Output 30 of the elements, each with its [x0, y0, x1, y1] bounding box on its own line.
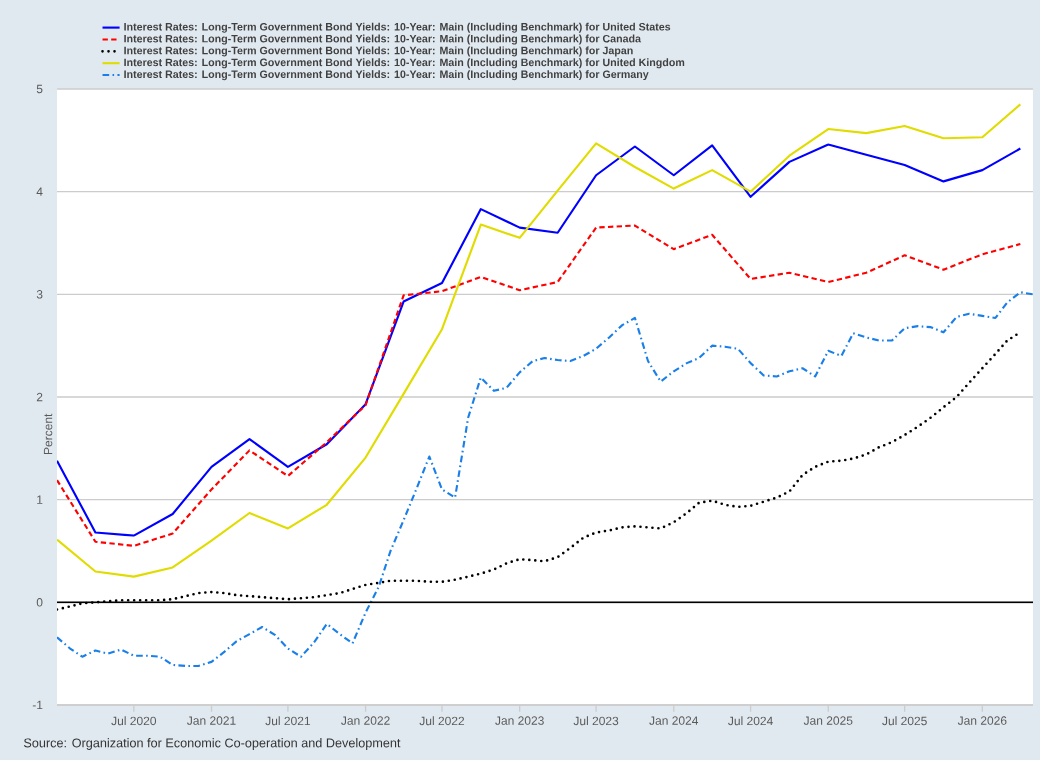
line-series [57, 224, 1022, 547]
legend-label: Interest Rates: Long-Term Government Bond Yields: 10-Year: Main (Including Benchmark) for United States [124, 22, 671, 33]
legend-label: Interest Rates: Long-Term Government Bond Yields: 10-Year: Main (Including Benchmark) for United Kingdom [124, 58, 685, 69]
x-tick-label: Jul 2023 [573, 716, 619, 726]
x-tick-label: Jan 2024 [649, 716, 699, 725]
y-tick-label: 4 [36, 187, 43, 196]
x-tick-label: Jan 2026 [957, 716, 1007, 725]
x-tick-label: Jul 2024 [728, 716, 773, 726]
x-tick-label: Jul 2022 [419, 716, 465, 726]
x-tick-label: Jul 2021 [265, 716, 310, 726]
y-tick-label: 3 [36, 290, 43, 299]
y-tick-label: 1 [37, 495, 43, 504]
legend-label: Interest Rates: Long-Term Government Bond Yields: 10-Year: Main (Including Benchmark) for Germany [124, 70, 649, 81]
y-tick-label: 5 [36, 84, 43, 94]
x-tick-label: Jan 2022 [341, 716, 390, 725]
x-tick-label: Jan 2023 [495, 716, 544, 725]
line-series [57, 143, 1022, 537]
y-tick-label: 0 [36, 598, 43, 607]
y-tick-label: -1 [32, 700, 43, 710]
legend-label: Interest Rates: Long-Term Government Bond Yields: 10-Year: Main (Including Benchmark) for Canada [124, 34, 642, 45]
x-tick-label: Jan 2025 [803, 716, 853, 725]
y-axis-title: Percent [43, 413, 53, 455]
x-tick-label: Jul 2025 [882, 716, 927, 726]
x-tick-label: Jul 2020 [111, 716, 157, 726]
x-tick-label: Jan 2021 [187, 716, 236, 725]
line-series [57, 103, 1022, 578]
y-tick-label: 2 [36, 392, 43, 402]
line-series [57, 291, 1033, 668]
legend-label: Interest Rates: Long-Term Government Bond Yields: 10-Year: Main (Including Benchmark) for Japan [124, 46, 633, 57]
source-note: Source: Organization for Economic Co-operation and Development [23, 738, 401, 750]
